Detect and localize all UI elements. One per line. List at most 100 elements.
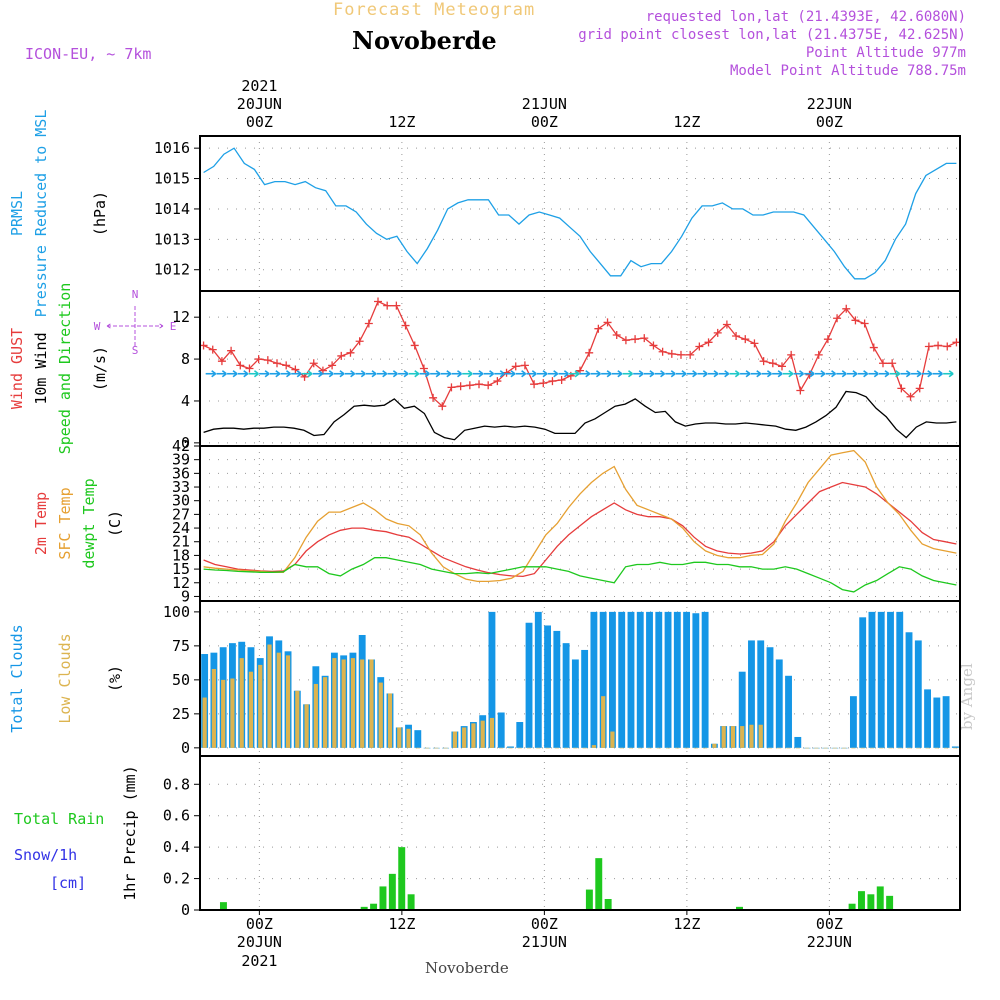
clouds-bar [628, 747, 634, 749]
clouds-bar [553, 630, 561, 748]
clouds-bar [860, 747, 865, 749]
clouds-bar [582, 747, 587, 749]
temp-series-line [203, 481, 957, 578]
wind-arrow-head [574, 370, 580, 378]
model-label: ICON-EU, ~ 7km [25, 45, 152, 63]
gust-marker [934, 341, 943, 350]
wind-arrow-head [424, 370, 430, 378]
clouds-bar [914, 640, 922, 748]
gust-marker [364, 319, 373, 328]
precip-bar [736, 906, 743, 910]
gust-marker [539, 379, 548, 388]
gust-marker [273, 359, 282, 368]
clouds-bar [378, 682, 383, 748]
clouds-bar [665, 747, 671, 749]
gust-marker [227, 346, 236, 355]
gust-marker [787, 350, 796, 359]
clouds-bar [239, 658, 244, 748]
wind-arrow-head [328, 370, 334, 378]
bottom-date-label: 20JUN [237, 933, 282, 951]
clouds-bar [693, 747, 698, 749]
y-tick-label: 39 [172, 451, 190, 469]
gust-marker [603, 318, 612, 327]
wind-arrow-head [649, 370, 655, 378]
gust-marker [594, 324, 603, 333]
clouds-bar [924, 689, 931, 748]
panel-axis-label: Total Clouds [8, 624, 26, 732]
wind-arrow-head [253, 370, 259, 378]
y-tick-label: 12 [172, 574, 190, 592]
gust-marker [309, 359, 318, 368]
clouds-bar [953, 747, 958, 749]
y-tick-label: 12 [172, 308, 190, 326]
clouds-bar [785, 675, 792, 748]
grid-coords: grid point closest lon,lat (21.4375E, 42… [578, 27, 966, 43]
precip-bar [407, 894, 415, 910]
clouds-bar [748, 640, 755, 748]
gust-marker [392, 301, 401, 310]
panel-clouds: 0 25 50 75 100 Total Clouds Low Clouds (%) [8, 600, 961, 757]
gust-marker [759, 357, 768, 366]
clouds-bar [897, 747, 902, 749]
clouds-bar [313, 683, 318, 748]
top-tick-label: 00Z [816, 113, 843, 131]
wind-arrow-head [927, 370, 933, 378]
precip-bar [219, 902, 227, 910]
clouds-bar [849, 696, 857, 748]
y-tick-label: 0.8 [163, 775, 190, 793]
clouds-bar [545, 747, 550, 749]
wind-arrow-head [617, 370, 623, 378]
wind-arrow-head [905, 370, 911, 378]
y-tick-label: 0 [181, 901, 190, 919]
clouds-bar [842, 747, 847, 749]
snow-unit: [cm] [50, 874, 86, 892]
gust-marker [429, 393, 438, 402]
clouds-bar [609, 611, 616, 748]
y-tick-label: 0.2 [163, 870, 190, 888]
wind-arrow-head [863, 370, 869, 378]
clouds-bar [767, 747, 773, 749]
clouds-bar [684, 747, 689, 749]
gust-marker [410, 341, 419, 350]
clouds-bar [534, 611, 542, 748]
clouds-bar [415, 747, 420, 749]
gust-marker [823, 335, 832, 344]
wind-arrow-head [371, 370, 377, 378]
snow-title: Snow/1h [14, 846, 77, 864]
gust-marker [695, 342, 704, 351]
compass-arrows [106, 306, 164, 346]
clouds-bar [452, 731, 457, 748]
clouds-bar [332, 658, 337, 748]
gust-marker [649, 341, 658, 350]
clouds-bar [655, 611, 663, 748]
clouds-bar [646, 611, 653, 748]
top-date-label: 20JUN [237, 95, 282, 113]
rain-title: Total Rain [14, 810, 104, 828]
y-tick-label: 50 [172, 671, 190, 689]
clouds-bar [414, 730, 422, 748]
panel-axis-label: Pressure Reduced to MSL [32, 110, 50, 318]
gust-marker [851, 316, 860, 325]
clouds-bar [562, 643, 570, 748]
wind-arrow-head [799, 370, 804, 378]
gust-marker [383, 301, 392, 310]
wind-arrow-head [521, 370, 527, 378]
gust-marker [493, 377, 502, 386]
gust-marker [842, 304, 851, 313]
wind-arrow-head [489, 370, 495, 378]
clouds-bar [516, 722, 524, 748]
clouds-bar [701, 611, 709, 748]
y-tick-label: 1012 [154, 261, 190, 279]
clouds-bar [591, 745, 596, 748]
y-tick-label: 42 [172, 437, 190, 455]
wind-arrow-head [670, 370, 676, 378]
panel-axis-label: (m/s) [91, 346, 109, 391]
bottom-tick-label: 12Z [673, 915, 700, 933]
y-tick-label: 0 [181, 739, 190, 757]
precip-bar [398, 847, 406, 910]
clouds-bar [896, 611, 904, 748]
gust-marker [419, 364, 428, 373]
clouds-bar [804, 747, 810, 749]
requested-coords: requested lon,lat (21.4393E, 42.6080N) [645, 9, 966, 25]
gust-marker [346, 348, 355, 357]
